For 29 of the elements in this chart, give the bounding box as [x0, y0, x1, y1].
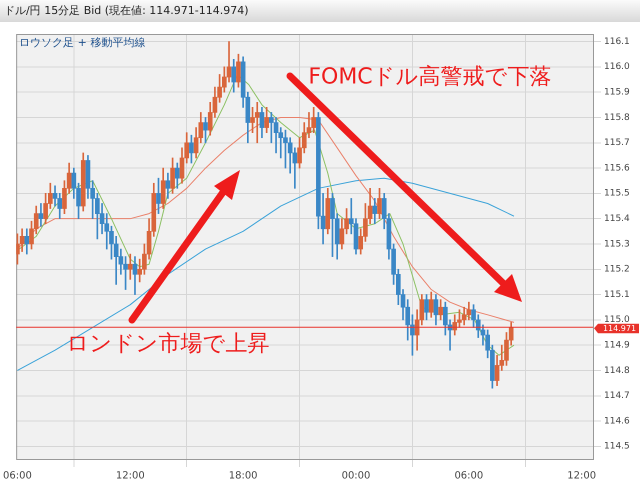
y-tick-label: 115.3 — [604, 239, 630, 250]
x-tick-label: 12:00 — [567, 470, 596, 482]
y-tick-label: 115.7 — [604, 138, 630, 148]
ref-line-label: 114.971 — [602, 324, 636, 333]
y-tick-label: 115.0 — [604, 315, 630, 326]
chart-title: ドル/円 15分足 Bid (現在値: 114.971-114.974) — [4, 4, 249, 17]
x-tick-label: 06:00 — [2, 470, 32, 482]
x-tick-label: 18:00 — [228, 470, 258, 482]
annotation: ロンドン市場で上昇 — [66, 332, 270, 357]
x-tick-label: 06:00 — [454, 470, 484, 482]
x-tick-label: 12:00 — [116, 470, 145, 482]
y-tick-label: 115.4 — [604, 214, 630, 224]
y-tick-label: 115.6 — [604, 163, 630, 174]
y-tick-label: 114.5 — [604, 442, 630, 452]
y-tick-label: 115.9 — [604, 88, 630, 98]
annotation: FOMCドル高警戒で下落 — [308, 64, 552, 90]
y-tick-label: 115.5 — [604, 188, 630, 199]
y-tick-label: 115.2 — [604, 264, 630, 275]
y-tick-label: 115.8 — [604, 112, 630, 123]
y-tick-label: 114.7 — [604, 391, 630, 402]
y-tick-label: 116.1 — [604, 36, 630, 47]
y-tick-label: 115.1 — [604, 290, 630, 300]
y-tick-label: 116.0 — [604, 62, 630, 72]
y-tick-label: 114.8 — [604, 366, 630, 376]
chart-subtitle: ロウソク足 + 移動平均線 — [19, 36, 146, 49]
x-tick-label: 00:00 — [342, 470, 370, 482]
y-tick-label: 114.6 — [604, 416, 630, 426]
candlestick — [38, 203, 44, 227]
y-tick-label: 114.9 — [604, 340, 630, 351]
